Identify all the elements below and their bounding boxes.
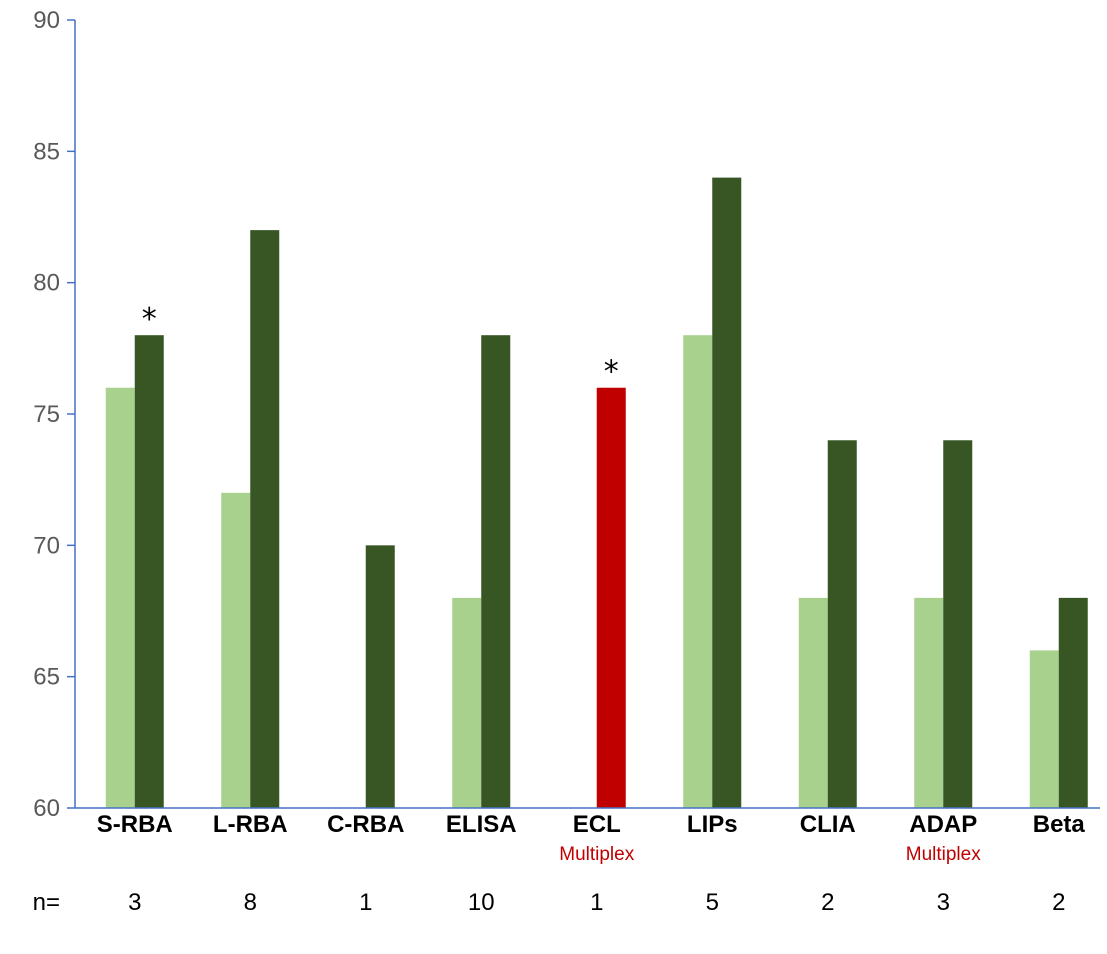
n-value-elisa: 10 xyxy=(468,889,495,916)
y-tick-label-75: 75 xyxy=(33,401,60,428)
bar-s-rba-series-2 xyxy=(134,335,164,808)
bar-l-rba-series-1 xyxy=(221,492,251,808)
n-prefix-label: n= xyxy=(33,889,60,916)
y-tick-label-90: 90 xyxy=(33,7,60,34)
category-label-s-rba: S-RBA xyxy=(97,811,173,838)
bar-beta-series-2 xyxy=(1058,597,1088,808)
bars-group xyxy=(105,177,1088,809)
y-tick-label-85: 85 xyxy=(33,138,60,165)
category-label-beta: Beta xyxy=(1033,811,1086,838)
bar-s-rba-series-1 xyxy=(105,387,135,808)
bar-adap-series-2 xyxy=(943,440,973,808)
n-value-l-rba: 8 xyxy=(244,889,257,916)
y-tick-label-60: 60 xyxy=(33,795,60,822)
labels-group: 60 65 70 75 80 85 90 S-RBA 3 L-RBA 8 C-RBA 1 ELISA 10 E… xyxy=(33,7,1086,916)
bar-adap-series-1 xyxy=(914,597,944,808)
y-tick-label-70: 70 xyxy=(33,532,60,559)
category-sublabel-adap: Multiplex xyxy=(906,844,981,865)
bar-clia-series-1 xyxy=(798,597,828,808)
bar-lips-series-1 xyxy=(683,335,713,808)
bar-beta-series-1 xyxy=(1029,650,1059,808)
n-value-s-rba: 3 xyxy=(128,889,141,916)
bar-lips-series-2 xyxy=(712,177,742,809)
category-label-l-rba: L-RBA xyxy=(213,811,288,838)
category-label-clia: CLIA xyxy=(800,811,856,838)
n-value-beta: 2 xyxy=(1052,889,1065,916)
bar-clia-series-2 xyxy=(827,440,857,808)
bar-elisa-series-1 xyxy=(452,597,482,808)
n-value-clia: 2 xyxy=(821,889,834,916)
y-tick-label-80: 80 xyxy=(33,270,60,297)
category-sublabel-ecl: Multiplex xyxy=(559,844,634,865)
significance-asterisk: * xyxy=(604,355,619,390)
significance-asterisk: * xyxy=(142,302,157,337)
n-value-adap: 3 xyxy=(937,889,950,916)
axes-group xyxy=(67,19,1100,809)
category-label-c-rba: C-RBA xyxy=(327,811,404,838)
category-label-ecl: ECL xyxy=(573,811,621,838)
n-value-c-rba: 1 xyxy=(359,889,372,916)
bar-c-rba-series-2 xyxy=(365,545,395,808)
bar-ecl-series-2 xyxy=(596,387,626,808)
n-value-lips: 5 xyxy=(706,889,719,916)
y-tick-label-65: 65 xyxy=(33,664,60,691)
category-label-elisa: ELISA xyxy=(446,811,517,838)
bar-l-rba-series-2 xyxy=(250,230,280,809)
category-label-adap: ADAP xyxy=(909,811,977,838)
category-label-lips: LIPs xyxy=(687,811,738,838)
n-value-ecl: 1 xyxy=(590,889,603,916)
bar-elisa-series-2 xyxy=(481,335,511,808)
